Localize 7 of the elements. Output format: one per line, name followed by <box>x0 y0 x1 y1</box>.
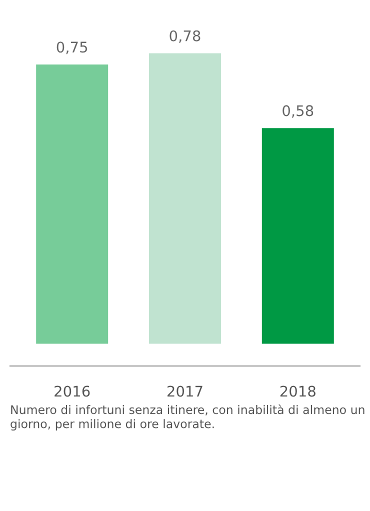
data-label: 0,78 <box>170 30 200 43</box>
x-tick-label: 2017 <box>168 386 202 397</box>
text: Numero di infortuni senza itinere, con inabilità di almeno un giorno, per milione di ore lavorate. <box>10 404 364 431</box>
x-tick-label: 2016 <box>54 386 90 397</box>
data-label: 0,58 <box>282 105 314 118</box>
x-tick-label: 2018 <box>280 386 316 397</box>
data-label: 0,75 <box>56 42 88 54</box>
